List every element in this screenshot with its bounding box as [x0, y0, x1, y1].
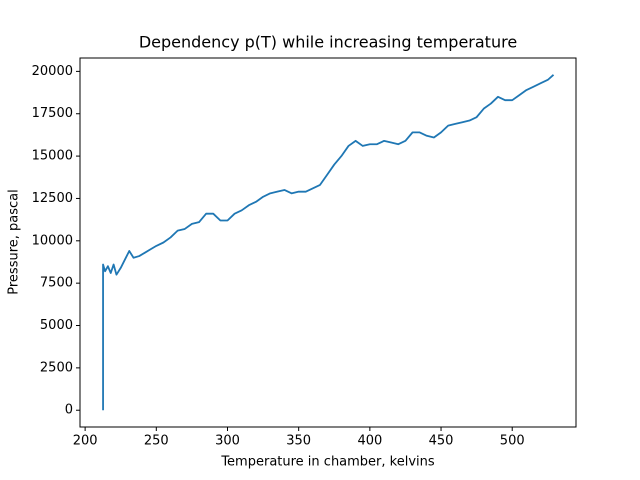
y-tick-label: 15000: [32, 149, 73, 164]
y-tick-label: 7500: [40, 276, 73, 291]
y-tick-label: 2500: [40, 360, 73, 375]
x-tick-label: 450: [429, 434, 454, 449]
y-tick-label: 5000: [40, 318, 73, 333]
axes-frame: [79, 57, 577, 428]
y-axis-label: Pressure, pascal: [7, 189, 22, 295]
data-line: [102, 74, 555, 411]
x-axis-label: Temperature in chamber, kelvins: [220, 455, 435, 470]
chart-title: Dependency p(T) while increasing tempera…: [139, 33, 517, 52]
x-tick-label: 300: [215, 434, 240, 449]
y-tick-label: 0: [65, 403, 73, 418]
x-tick-label: 350: [286, 434, 311, 449]
x-tick-label: 200: [73, 434, 98, 449]
x-tick-label: 250: [144, 434, 169, 449]
x-tick-label: 400: [357, 434, 382, 449]
x-tick-label: 500: [500, 434, 525, 449]
y-tick-label: 12500: [32, 191, 73, 206]
y-tick-label: 10000: [32, 233, 73, 248]
y-tick-label: 17500: [32, 106, 73, 121]
y-tick-label: 20000: [32, 64, 73, 79]
